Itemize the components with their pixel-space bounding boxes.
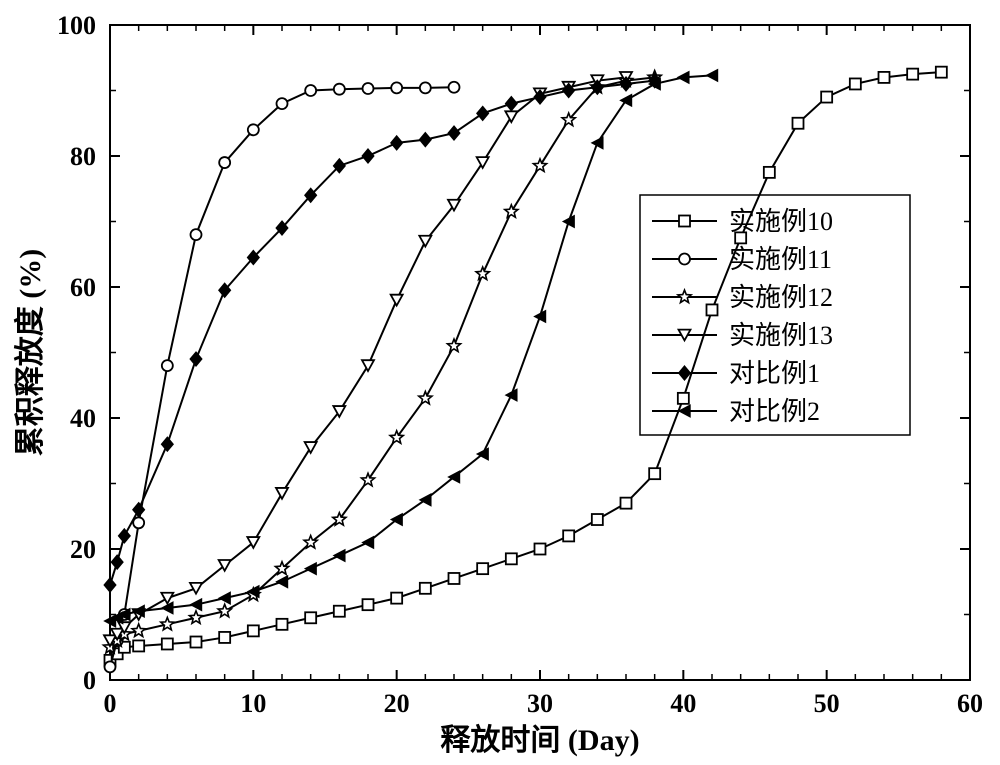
series-s12 (103, 71, 661, 653)
x-tick-label: 30 (527, 689, 553, 718)
series-c2 (104, 69, 717, 627)
legend-label-s11: 实施例11 (729, 245, 832, 274)
legend-label-s13: 实施例13 (729, 321, 833, 350)
legend-label-c1: 对比例1 (729, 359, 820, 388)
y-tick-label: 0 (83, 666, 96, 695)
x-tick-label: 10 (240, 689, 266, 718)
legend-label-s12: 实施例12 (729, 283, 833, 312)
x-tick-label: 20 (384, 689, 410, 718)
x-tick-label: 40 (670, 689, 696, 718)
legend-label-s10: 实施例10 (729, 207, 833, 236)
x-tick-label: 50 (814, 689, 840, 718)
x-tick-label: 0 (104, 689, 117, 718)
y-tick-label: 40 (70, 404, 96, 433)
y-tick-label: 100 (57, 11, 96, 40)
chart-svg: 0 10 20 30 40 50 60 0 20 40 60 80 100 释放时间 (Day) 累积释放度… (0, 0, 1000, 765)
x-axis-title: 释放时间 (Day) (440, 724, 639, 757)
y-axis-title: 累积释放度 (%) (14, 249, 47, 456)
y-tick-label: 20 (70, 535, 96, 564)
legend-label-c2: 对比例2 (729, 397, 820, 426)
x-tick-label: 60 (957, 689, 983, 718)
chart-container: 0 10 20 30 40 50 60 0 20 40 60 80 100 释放时间 (Day) 累积释放度… (0, 0, 1000, 765)
y-tick-label: 80 (70, 142, 96, 171)
y-tick-label: 60 (70, 273, 96, 302)
